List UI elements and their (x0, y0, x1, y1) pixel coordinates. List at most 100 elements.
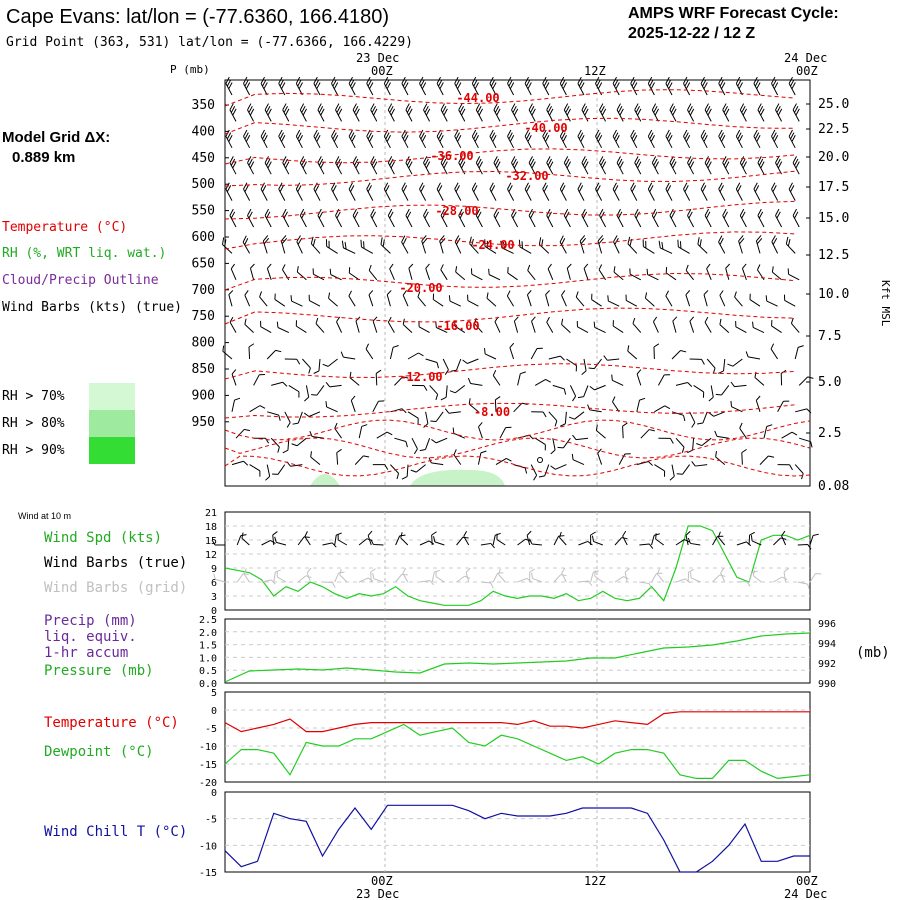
wind-barb (518, 239, 532, 254)
wind-chill-line (224, 804, 810, 873)
wind-barb (231, 460, 249, 466)
wind-barb (714, 430, 729, 439)
y-tick-label: 0.5 (199, 666, 217, 677)
wind-barb-10m (717, 531, 726, 546)
wind-barb (436, 76, 444, 96)
wind-barb-10m (687, 537, 701, 546)
wind-barb-grid-10m (675, 578, 691, 584)
wind-barb (366, 182, 374, 201)
contour-label: -36.00 (430, 149, 473, 163)
wind-barb (474, 317, 483, 333)
pressure-tick-label: 350 (192, 98, 215, 113)
wind-barb (542, 129, 550, 149)
upper-air-panel: 350400450500550600650700750800850900950 … (192, 76, 849, 494)
wind-barb (612, 129, 620, 149)
wind-barb (642, 239, 655, 254)
wind-barb (370, 208, 378, 228)
wind-barb (231, 369, 237, 386)
wind-barb (546, 103, 554, 122)
wind-barb-grid-10m (783, 567, 789, 583)
isotherm-contours (224, 89, 811, 477)
wind-barb (689, 316, 695, 333)
wind-barb (282, 103, 290, 122)
pressure-axis-title: P (mb) (170, 63, 210, 76)
y-tick-label: 21 (205, 508, 217, 519)
height-ticks: 25.0 22.5 20.0 17.5 15.0 12.5 10.0 7.5 5.0 2.5 0.0… (806, 97, 849, 494)
wind-barb (569, 385, 577, 402)
wind-barb (557, 437, 571, 449)
y-tick-label: 18 (205, 522, 217, 533)
pressure-tick-label: 800 (192, 336, 215, 351)
wind-barb-10m (651, 533, 660, 546)
wind-barb (595, 76, 603, 96)
wind-barb (308, 294, 321, 307)
y-tick-label: -5 (205, 724, 217, 735)
isotherm-line (224, 363, 796, 380)
wind-barb (622, 422, 628, 439)
wind-barb (489, 182, 497, 201)
wind-barb (389, 345, 399, 360)
wind-barb (310, 236, 321, 254)
legend-rh: RH (%, WRT liq. wat.) (2, 246, 166, 261)
wind-barb (513, 316, 519, 333)
wind-barb (407, 352, 424, 360)
wind-barb (706, 358, 716, 374)
wind-barb (247, 208, 255, 228)
wind-barb (753, 76, 761, 96)
wind-barb (799, 437, 813, 448)
legend-temperature: Temperature (°C) (2, 220, 127, 235)
rh-shade (410, 469, 505, 486)
wind-barb (231, 397, 241, 412)
wind-barb (290, 295, 303, 307)
wind-barb (448, 295, 462, 307)
y-tick-label: 1.0 (199, 653, 217, 664)
wind-barb (368, 290, 374, 307)
wind-barb-10m (395, 534, 406, 546)
wind-barb (276, 321, 290, 334)
wind-barb (531, 411, 547, 418)
wind-barb (687, 438, 695, 454)
wind-barb-grid-10m (431, 569, 440, 583)
wind-barb-grid-10m (639, 581, 652, 590)
wind-barb (405, 208, 413, 228)
panel-frame (224, 618, 811, 684)
wind-barb (794, 345, 804, 360)
wind-barb-grid-10m (339, 569, 348, 583)
wind-barb (676, 464, 691, 475)
wind-barb-grid-10m (809, 573, 822, 583)
wind-barb (429, 385, 439, 401)
wind-barb (599, 103, 607, 122)
wind-barb (581, 103, 589, 122)
wind-barb (253, 374, 266, 386)
wind-barb (644, 292, 655, 307)
wind-barb (312, 268, 325, 281)
wind-barb (439, 235, 446, 254)
wind-barb (366, 129, 374, 149)
wind-barb (453, 449, 462, 465)
legend-pressure: Pressure (mb) (44, 663, 154, 679)
wind-barb (671, 411, 686, 422)
wind-barb (739, 208, 747, 228)
top-tick-00z-b: 00Z (796, 64, 818, 78)
cycle-value: 2025-12-22 / 12 Z (628, 25, 755, 42)
wind-barb (528, 208, 536, 228)
rh-shade (310, 474, 340, 486)
wind-barb (299, 208, 307, 228)
wind-barb (313, 129, 321, 149)
wind-barb-10m (463, 530, 470, 546)
wind-barb (401, 235, 409, 254)
wind-barb (495, 457, 512, 466)
wind-barb (278, 129, 286, 149)
wind-barb-grid-10m (561, 567, 567, 583)
wind-barb (417, 291, 426, 307)
wind-barb (380, 237, 391, 254)
wind-barb-10m (591, 535, 603, 546)
wind-barb (336, 316, 343, 333)
wind-barb (546, 316, 554, 333)
wind-barb (719, 290, 726, 307)
wind-10m-panel: 21 18 15 12 9 6 3 0 (205, 508, 822, 617)
wind-barb (757, 103, 765, 122)
wind-barb (471, 76, 479, 96)
wind-barb (704, 156, 712, 175)
wind-barb-grid-10m (689, 572, 701, 583)
